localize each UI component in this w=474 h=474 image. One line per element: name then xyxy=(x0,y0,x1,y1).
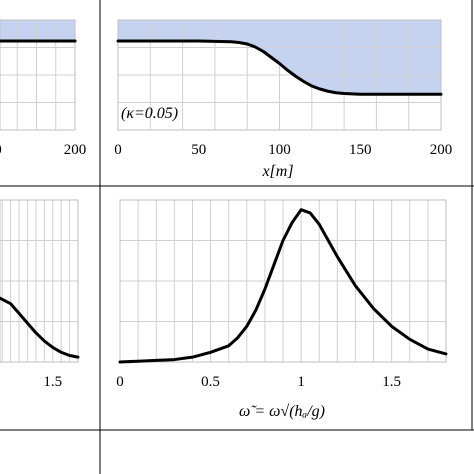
x-tick-label: 1 xyxy=(297,374,305,390)
series-line xyxy=(116,39,443,96)
plot-area xyxy=(117,19,442,131)
x-tick-label: 0 xyxy=(116,374,124,390)
x-tick-label: 200 xyxy=(430,142,453,158)
x-axis-label-bottom: ω̃ = ω√(hₐ/g) xyxy=(239,403,325,420)
chart-top-left: 0 200 xyxy=(0,19,87,158)
x-tick-label: 50 xyxy=(191,142,206,158)
x-tick-label: 0 xyxy=(114,142,122,158)
x-tick-label: 1.5 xyxy=(382,374,401,390)
x-tick-label: 1.5 xyxy=(43,374,62,390)
x-tick-label: 100 xyxy=(268,142,291,158)
chart-top-right: 0 50 100 150 200 xyxy=(114,19,453,158)
series-line xyxy=(0,296,80,359)
chart-bottom-right: 0 0.5 1 1.5 xyxy=(116,199,448,390)
chart-bottom-left: 1.5 xyxy=(0,199,80,390)
plot-area xyxy=(0,19,76,131)
series-line xyxy=(118,208,448,364)
x-tick-label: 150 xyxy=(349,142,372,158)
x-tick-label: 200 xyxy=(64,142,87,158)
x-tick-label: 0 xyxy=(0,142,2,158)
x-tick-label: 0.5 xyxy=(201,374,220,390)
grid xyxy=(0,199,78,363)
annotation-kappa: (κ=0.05) xyxy=(121,105,178,122)
plot-area xyxy=(119,199,447,363)
series-fill xyxy=(0,20,75,41)
grid xyxy=(120,199,446,363)
x-axis-label-top: x[m] xyxy=(261,163,293,180)
plot-area xyxy=(0,199,79,363)
